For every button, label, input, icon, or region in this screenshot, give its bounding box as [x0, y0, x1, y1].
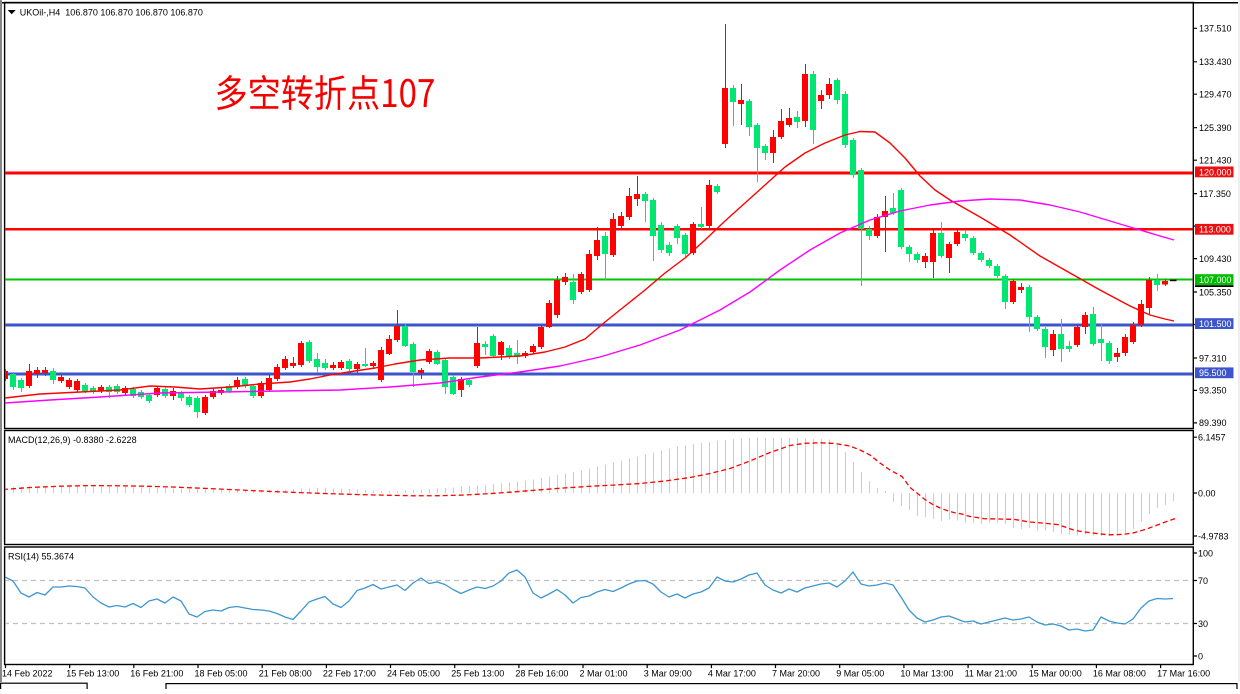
svg-text:MACD(12,26,9) -0.8380 -2.6228: MACD(12,26,9) -0.8380 -2.6228	[8, 435, 137, 445]
svg-text:10 Mar 13:00: 10 Mar 13:00	[900, 669, 953, 679]
svg-text:RSI(14) 55.3674: RSI(14) 55.3674	[8, 552, 74, 562]
svg-text:117.350: 117.350	[1199, 189, 1231, 199]
svg-text:129.470: 129.470	[1199, 90, 1232, 100]
svg-text:18 Feb 05:00: 18 Feb 05:00	[195, 669, 248, 679]
svg-text:107.000: 107.000	[1199, 275, 1232, 285]
svg-text:3 Mar 09:00: 3 Mar 09:00	[644, 669, 692, 679]
svg-text:24 Feb 05:00: 24 Feb 05:00	[387, 669, 440, 679]
svg-text:15 Mar 00:00: 15 Mar 00:00	[1029, 669, 1082, 679]
svg-text:6.1457: 6.1457	[1198, 433, 1226, 443]
svg-text:4 Mar 17:00: 4 Mar 17:00	[708, 669, 756, 679]
svg-text:120.000: 120.000	[1199, 167, 1232, 177]
svg-text:97.310: 97.310	[1199, 353, 1227, 363]
svg-text:137.510: 137.510	[1199, 24, 1232, 34]
svg-text:21 Feb 08:00: 21 Feb 08:00	[259, 669, 312, 679]
svg-text:16 Mar 08:00: 16 Mar 08:00	[1093, 669, 1146, 679]
svg-text:16 Feb 21:00: 16 Feb 21:00	[130, 669, 183, 679]
svg-text:22 Feb 17:00: 22 Feb 17:00	[323, 669, 376, 679]
svg-text:9 Mar 05:00: 9 Mar 05:00	[836, 669, 884, 679]
svg-text:105.350: 105.350	[1199, 287, 1232, 297]
svg-text:14 Feb 2022: 14 Feb 2022	[2, 669, 53, 679]
svg-text:-4.9783: -4.9783	[1198, 531, 1229, 541]
svg-text:2 Mar 01:00: 2 Mar 01:00	[580, 669, 628, 679]
svg-text:15 Feb 13:00: 15 Feb 13:00	[66, 669, 119, 679]
svg-text:109.430: 109.430	[1199, 254, 1232, 264]
svg-text:17 Mar 16:00: 17 Mar 16:00	[1157, 669, 1210, 679]
svg-text:7 Mar 20:00: 7 Mar 20:00	[772, 669, 820, 679]
svg-text:121.430: 121.430	[1199, 156, 1232, 166]
svg-text:133.430: 133.430	[1199, 57, 1232, 67]
svg-text:30: 30	[1198, 619, 1208, 629]
svg-text:70: 70	[1198, 576, 1208, 586]
svg-text:95.500: 95.500	[1199, 368, 1227, 378]
svg-text:125.390: 125.390	[1199, 123, 1232, 133]
svg-text:25 Feb 13:00: 25 Feb 13:00	[451, 669, 504, 679]
svg-text:0: 0	[1198, 651, 1203, 661]
svg-text:93.350: 93.350	[1199, 386, 1227, 396]
svg-text:0.00: 0.00	[1198, 488, 1216, 498]
svg-text:11 Mar 21:00: 11 Mar 21:00	[965, 669, 1017, 679]
svg-text:UKOil-,H4 106.870 106.870 106: UKOil-,H4 106.870 106.870 106.870 106.87…	[20, 8, 203, 18]
svg-text:28 Feb 16:00: 28 Feb 16:00	[515, 669, 568, 679]
svg-text:113.000: 113.000	[1199, 225, 1231, 235]
svg-text:89.390: 89.390	[1199, 418, 1227, 428]
svg-text:100: 100	[1198, 548, 1213, 558]
svg-text:101.500: 101.500	[1199, 319, 1232, 329]
